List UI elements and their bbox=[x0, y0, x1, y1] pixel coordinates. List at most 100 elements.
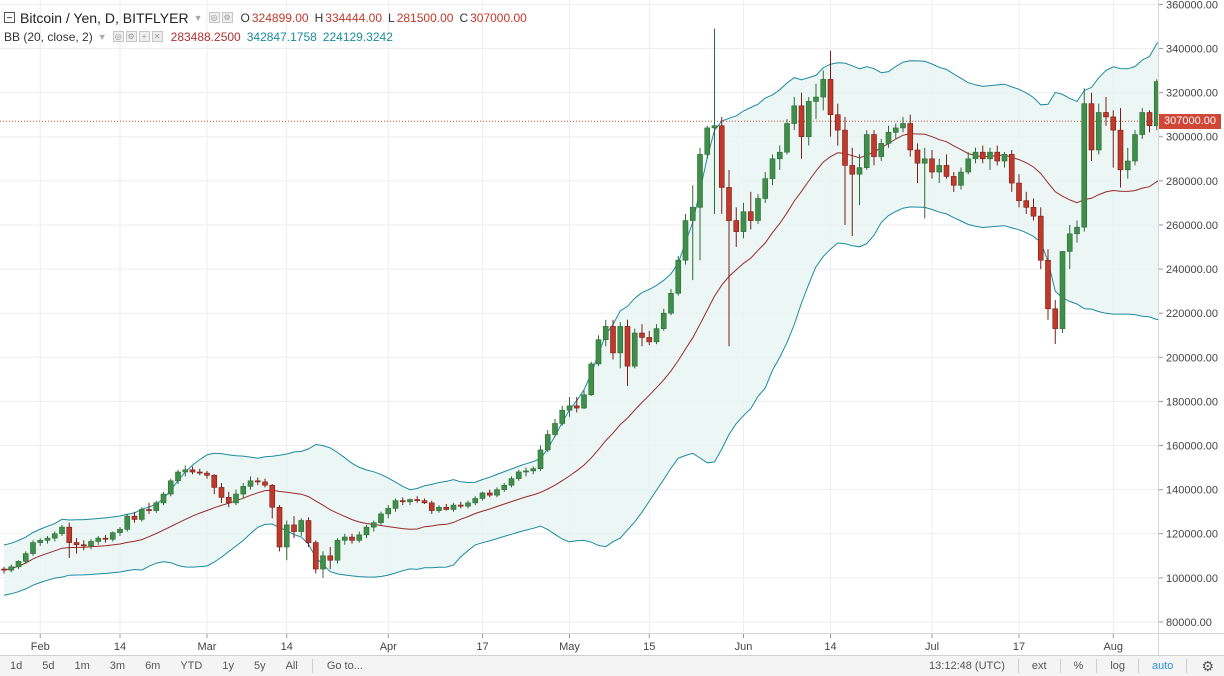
candle[interactable] bbox=[530, 466, 537, 475]
candle[interactable] bbox=[755, 194, 761, 224]
candle[interactable] bbox=[465, 500, 471, 509]
percent-scale-toggle[interactable]: % bbox=[1073, 660, 1084, 672]
candle[interactable] bbox=[8, 564, 15, 573]
candle[interactable] bbox=[73, 538, 80, 554]
candle[interactable] bbox=[472, 496, 479, 506]
candle[interactable] bbox=[204, 470, 210, 479]
candle[interactable] bbox=[305, 517, 312, 547]
candle[interactable] bbox=[827, 50, 834, 137]
candle[interactable] bbox=[450, 502, 457, 512]
price-axis-svg[interactable]: 360000.00 340000.00 320000.00 300000.00 2800… bbox=[1159, 0, 1224, 633]
candle[interactable] bbox=[537, 445, 544, 471]
candle[interactable] bbox=[1001, 152, 1008, 168]
candle[interactable] bbox=[167, 478, 174, 497]
candle[interactable] bbox=[798, 92, 805, 159]
candle[interactable] bbox=[501, 483, 508, 492]
candle[interactable] bbox=[668, 288, 674, 316]
collapse-legend-icon[interactable] bbox=[4, 12, 15, 23]
candle[interactable] bbox=[443, 503, 450, 511]
candle[interactable] bbox=[44, 535, 51, 544]
candle[interactable] bbox=[929, 149, 935, 179]
candle[interactable] bbox=[95, 535, 102, 545]
candle[interactable] bbox=[124, 513, 131, 532]
candle[interactable] bbox=[994, 145, 1001, 166]
candle[interactable] bbox=[182, 465, 189, 477]
candle[interactable] bbox=[233, 489, 239, 506]
range-all-button[interactable]: All bbox=[285, 660, 298, 672]
symbol-title[interactable]: Bitcoin / Yen, D, BITFLYER bbox=[20, 9, 189, 26]
bb-upper-band-line[interactable] bbox=[3, 38, 1158, 546]
price-axis[interactable]: 360000.00 340000.00 320000.00 300000.00 2800… bbox=[1158, 0, 1224, 633]
indicator-more-icon[interactable]: + bbox=[138, 31, 150, 42]
candle[interactable] bbox=[1088, 92, 1095, 162]
candle[interactable] bbox=[523, 467, 529, 477]
candle[interactable] bbox=[291, 516, 297, 539]
candle[interactable] bbox=[407, 498, 413, 506]
candle[interactable] bbox=[421, 498, 428, 504]
candle[interactable] bbox=[515, 469, 522, 481]
candle[interactable] bbox=[907, 114, 914, 157]
candle[interactable] bbox=[1117, 108, 1124, 188]
candle[interactable] bbox=[675, 255, 682, 296]
candle[interactable] bbox=[552, 419, 558, 437]
candle[interactable] bbox=[312, 540, 319, 574]
range-3m-button[interactable]: 3m bbox=[109, 660, 126, 672]
candle[interactable] bbox=[718, 116, 725, 214]
candle[interactable] bbox=[979, 145, 986, 164]
candle[interactable] bbox=[885, 125, 892, 148]
candle[interactable] bbox=[211, 474, 218, 495]
candle[interactable] bbox=[610, 319, 616, 360]
candle[interactable] bbox=[1059, 251, 1066, 334]
candle[interactable] bbox=[1074, 220, 1080, 243]
candle[interactable] bbox=[88, 539, 94, 550]
candle[interactable] bbox=[131, 511, 138, 523]
candle[interactable] bbox=[370, 520, 377, 532]
candle[interactable] bbox=[1066, 224, 1073, 270]
candle[interactable] bbox=[378, 511, 384, 525]
candle[interactable] bbox=[457, 501, 464, 509]
candle[interactable] bbox=[871, 130, 877, 166]
candle[interactable] bbox=[320, 551, 326, 578]
extended-hours-toggle[interactable]: ext bbox=[1031, 660, 1047, 672]
candle[interactable] bbox=[900, 116, 906, 133]
candle[interactable] bbox=[59, 524, 65, 536]
candle[interactable] bbox=[943, 154, 950, 179]
candle[interactable] bbox=[262, 478, 268, 488]
candle[interactable] bbox=[175, 469, 181, 485]
time-axis[interactable]: Feb 14 Mar 14 Apr 17 May 15 Jun 14 Jul 17 Aug bbox=[0, 633, 1158, 655]
candle[interactable] bbox=[834, 103, 841, 146]
candle[interactable] bbox=[1023, 191, 1030, 214]
candle[interactable] bbox=[146, 502, 152, 514]
candle[interactable] bbox=[762, 172, 769, 203]
candle[interactable] bbox=[878, 138, 885, 162]
candle[interactable] bbox=[892, 123, 899, 139]
candle[interactable] bbox=[399, 497, 406, 506]
candle[interactable] bbox=[254, 477, 261, 486]
bb-basis-line[interactable] bbox=[3, 133, 1158, 571]
candle[interactable] bbox=[617, 322, 624, 369]
candle[interactable] bbox=[30, 540, 36, 556]
candle[interactable] bbox=[247, 476, 254, 490]
candle[interactable] bbox=[349, 533, 355, 544]
candle[interactable] bbox=[733, 207, 740, 248]
candle[interactable] bbox=[138, 507, 145, 522]
range-ytd-button[interactable]: YTD bbox=[180, 660, 203, 672]
candle[interactable] bbox=[842, 116, 848, 225]
go-to-date-button[interactable]: Go to... bbox=[326, 660, 363, 672]
candle[interactable] bbox=[740, 202, 747, 239]
candle[interactable] bbox=[1030, 198, 1037, 221]
candle[interactable] bbox=[218, 483, 225, 503]
candle[interactable] bbox=[436, 505, 442, 513]
candle[interactable] bbox=[1095, 103, 1102, 155]
candle[interactable] bbox=[921, 147, 928, 219]
candle[interactable] bbox=[769, 154, 776, 186]
range-5y-button[interactable]: 5y bbox=[253, 660, 266, 672]
candle[interactable] bbox=[1153, 79, 1158, 131]
candle[interactable] bbox=[240, 483, 247, 499]
candle[interactable] bbox=[1146, 110, 1153, 133]
candle[interactable] bbox=[936, 158, 943, 184]
candle[interactable] bbox=[37, 538, 44, 546]
candle[interactable] bbox=[51, 531, 58, 542]
candle[interactable] bbox=[196, 468, 203, 476]
candle[interactable] bbox=[1132, 130, 1138, 166]
